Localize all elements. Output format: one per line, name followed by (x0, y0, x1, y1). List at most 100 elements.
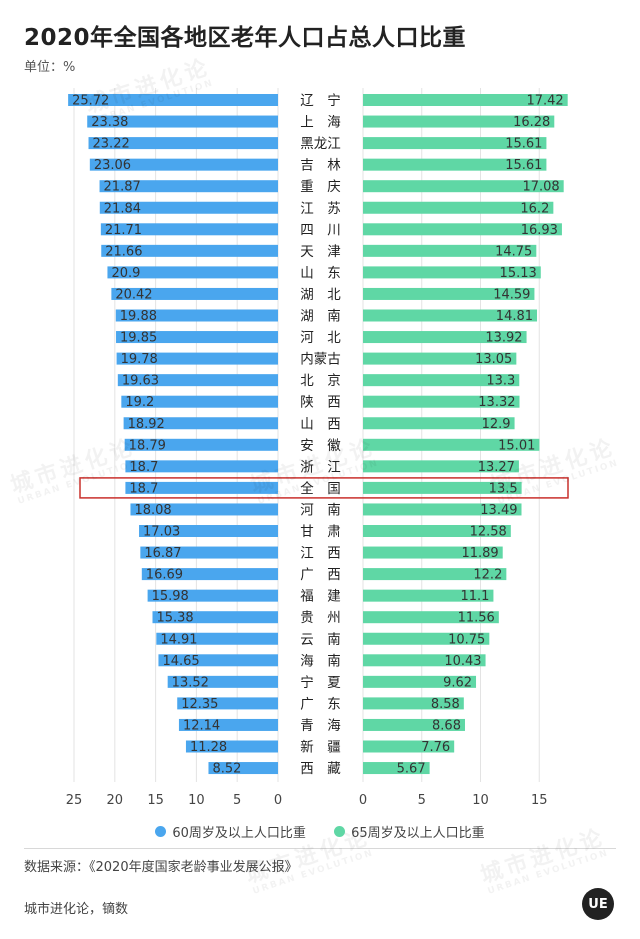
category-label: 湖 南 (300, 309, 341, 325)
data-label-right: 10.75 (448, 632, 485, 647)
data-label-left: 23.06 (94, 158, 131, 173)
bar-right (363, 158, 547, 171)
bar-right (363, 115, 555, 128)
bar-left (111, 287, 278, 300)
bar-left (125, 460, 279, 473)
category-label: 湖 北 (300, 287, 341, 303)
bar-right (363, 762, 430, 775)
data-label-left: 19.88 (120, 309, 157, 324)
data-label-right: 12.9 (482, 417, 511, 432)
category-label: 浙 江 (300, 459, 341, 475)
bar-left (178, 718, 278, 731)
bar-right (363, 697, 464, 710)
tick-label-right: 0 (359, 793, 367, 808)
bar-left (68, 94, 278, 106)
bar-left (156, 632, 278, 645)
bar-left (87, 115, 278, 128)
data-label-left: 18.7 (129, 460, 158, 475)
data-label-left: 18.79 (129, 438, 166, 453)
data-label-right: 10.43 (444, 654, 481, 669)
category-label: 天 津 (300, 244, 341, 260)
brand-logo: UE (582, 888, 614, 920)
data-label-right: 15.61 (505, 137, 542, 152)
category-label: 辽 宁 (300, 92, 341, 109)
bar-right (363, 503, 522, 516)
bar-left (88, 137, 278, 150)
legend: 60周岁及以上人口比重 65周岁及以上人口比重 (0, 822, 640, 841)
bar-left (99, 180, 278, 193)
bar-left (177, 697, 278, 710)
data-label-left: 17.03 (143, 525, 180, 540)
data-label-left: 15.98 (152, 589, 189, 604)
data-label-right: 12.2 (473, 568, 502, 583)
tick-label-left: 25 (66, 793, 83, 808)
data-label-right: 8.68 (432, 718, 461, 733)
category-label: 甘 肃 (300, 524, 341, 540)
bar-right (363, 460, 519, 473)
data-label-right: 9.62 (443, 675, 472, 690)
tick-label-right: 15 (531, 793, 548, 808)
highlight-box (79, 477, 569, 499)
data-label-right: 13.49 (480, 503, 517, 518)
bar-left (117, 374, 278, 387)
unit-label: 单位：% (24, 60, 76, 75)
category-label: 山 东 (300, 265, 341, 281)
bar-right (363, 266, 541, 279)
legend-swatch-left (155, 826, 167, 837)
tick-label-left: 0 (274, 793, 282, 808)
category-label: 安 徽 (300, 438, 341, 454)
bar-left (123, 417, 279, 430)
bar-right (363, 94, 568, 106)
bar-left (152, 611, 278, 624)
bar-left (115, 309, 278, 322)
bar-right (363, 718, 465, 731)
category-label: 贵 州 (300, 610, 341, 626)
data-label-right: 11.1 (460, 589, 489, 604)
bar-right (363, 223, 562, 236)
category-label: 青 海 (300, 718, 341, 734)
data-label-right: 5.67 (397, 762, 426, 777)
category-label: 福 建 (300, 589, 341, 605)
bar-right (363, 525, 511, 537)
bar-left (167, 675, 278, 688)
category-label: 河 北 (300, 330, 341, 346)
data-label-left: 21.87 (104, 180, 141, 195)
credit-text: 城市进化论，镝数 (24, 902, 129, 917)
bar-right (363, 287, 535, 300)
bar-right (363, 438, 540, 451)
chart-title: 2020年全国各地区老年人口占总人口比重 (24, 25, 467, 51)
category-label: 内蒙古 (300, 352, 341, 368)
data-label-left: 21.84 (104, 201, 141, 216)
data-label-left: 21.71 (105, 223, 142, 238)
data-label-left: 23.22 (93, 137, 130, 152)
tick-label-left: 20 (107, 793, 124, 808)
tick-label-left: 10 (188, 793, 205, 808)
bar-right (363, 201, 554, 214)
bar-right (363, 331, 527, 344)
bar-left (89, 158, 278, 171)
bar-right (363, 395, 520, 408)
category-label: 新 疆 (300, 740, 341, 756)
bar-left (147, 589, 278, 602)
category-label: 陕 西 (300, 395, 341, 411)
legend-item-right: 65周岁及以上人口比重 (334, 822, 485, 841)
data-label-right: 14.75 (495, 244, 532, 259)
bar-left (158, 654, 278, 667)
category-label: 吉 林 (300, 158, 341, 174)
category-label: 江 苏 (300, 201, 341, 217)
data-label-right: 13.32 (478, 395, 515, 410)
data-label-left: 11.28 (190, 740, 227, 755)
data-label-left: 16.87 (144, 546, 181, 561)
data-label-left: 14.91 (160, 632, 197, 647)
tick-label-left: 5 (233, 793, 241, 808)
data-label-left: 18.7 (129, 481, 158, 496)
data-label-left: 12.35 (181, 697, 218, 712)
data-label-left: 8.52 (212, 762, 241, 777)
bar-left (130, 503, 278, 516)
data-label-right: 13.5 (489, 481, 518, 496)
category-label: 江 西 (300, 546, 341, 562)
bar-right (363, 568, 507, 581)
data-label-right: 12.58 (470, 525, 507, 540)
bar-right (363, 309, 538, 322)
data-label-left: 18.08 (134, 503, 171, 518)
